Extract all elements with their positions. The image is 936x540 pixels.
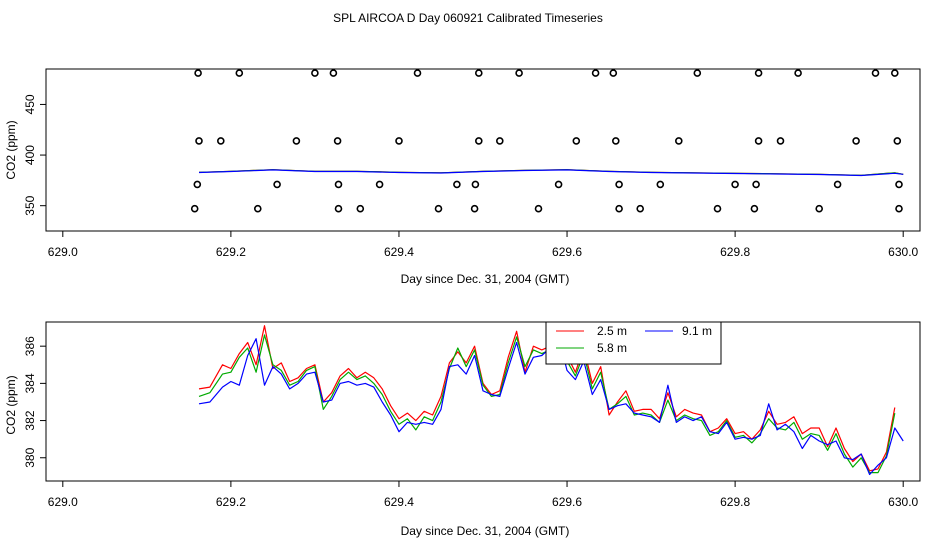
x-tick-label: 629.6 <box>552 495 582 509</box>
data-point-marker <box>193 180 202 189</box>
x-tick-label: 629.4 <box>384 495 414 509</box>
data-point-marker <box>591 69 600 77</box>
y-tick-label: 450 <box>23 94 37 114</box>
bottom-panel: 629.0 629.2 629.4 629.6 629.8 630.0 380 382 384… <box>4 321 921 538</box>
x-tick-label: 629.6 <box>552 245 582 259</box>
data-point-marker <box>615 204 623 213</box>
bottom-x-axis-label: Day since Dec. 31, 2004 (GMT) <box>401 524 570 538</box>
x-tick-label: 629.8 <box>720 245 750 259</box>
x-tick-label: 630.0 <box>888 495 918 509</box>
data-point-marker <box>752 180 760 189</box>
x-tick-label: 629.0 <box>48 495 78 509</box>
bottom-plot-frame <box>45 321 921 482</box>
data-point-marker <box>333 137 342 145</box>
data-point-marker <box>356 204 365 213</box>
data-point-marker <box>754 69 763 77</box>
legend-label-9-1m: 9.1 m <box>682 324 712 338</box>
data-point-marker <box>194 69 202 77</box>
x-tick-label: 629.4 <box>384 245 414 259</box>
data-point-marker <box>609 69 618 77</box>
data-point-marker <box>292 137 301 145</box>
data-point-marker <box>750 204 759 213</box>
data-point-marker <box>754 137 763 145</box>
data-point-marker <box>794 69 802 77</box>
x-tick-label: 629.0 <box>48 245 78 259</box>
data-point-marker <box>895 204 903 213</box>
bottom-x-axis: 629.0 629.2 629.4 629.6 629.8 630.0 <box>48 481 919 509</box>
x-tick-label: 629.2 <box>216 245 246 259</box>
top-x-axis-label: Day since Dec. 31, 2004 (GMT) <box>401 272 570 286</box>
top-series <box>198 169 904 177</box>
y-tick-label: 380 <box>23 447 37 467</box>
y-tick-label: 382 <box>23 410 37 430</box>
bottom-y-axis: 380 382 384 386 <box>23 336 46 468</box>
data-point-marker <box>311 69 319 77</box>
y-tick-label: 350 <box>23 195 37 215</box>
data-point-marker <box>395 137 403 145</box>
data-point-marker <box>776 137 785 145</box>
data-point-marker <box>470 204 479 213</box>
legend-box <box>545 321 722 365</box>
data-point-marker <box>852 137 860 145</box>
data-point-marker <box>554 180 563 189</box>
data-point-marker <box>674 137 683 145</box>
data-point-marker <box>495 137 504 145</box>
data-point-marker <box>334 204 343 213</box>
data-point-marker <box>235 69 244 77</box>
bottom-y-axis-label: CO2 (ppm) <box>4 375 18 434</box>
top-x-axis: 629.0 629.2 629.4 629.6 629.8 630.0 <box>48 231 919 259</box>
data-point-marker <box>474 69 483 77</box>
legend: 2.5 m 5.8 m 9.1 m <box>545 321 722 365</box>
top-panel: 629.0 629.2 629.4 629.6 629.8 630.0 350 400 450… <box>4 68 921 286</box>
data-point-marker <box>895 180 903 189</box>
legend-label-5-8m: 5.8 m <box>597 341 627 355</box>
data-point-marker <box>615 180 623 189</box>
data-point-marker <box>611 137 620 145</box>
data-point-marker <box>815 204 824 213</box>
data-point-marker <box>534 204 543 213</box>
data-point-marker <box>833 180 842 189</box>
data-point-marker <box>217 137 225 145</box>
data-point-marker <box>890 69 899 77</box>
y-tick-label: 386 <box>23 336 37 356</box>
data-point-marker <box>253 204 262 213</box>
legend-label-2-5m: 2.5 m <box>597 324 627 338</box>
x-tick-label: 629.8 <box>720 495 750 509</box>
series-line-2 <box>198 169 904 177</box>
top-plot-frame <box>45 68 921 232</box>
data-point-marker <box>273 180 281 189</box>
data-point-marker <box>636 204 645 213</box>
data-point-marker <box>413 69 422 77</box>
top-y-axis-label: CO2 (ppm) <box>4 120 18 179</box>
data-point-marker <box>693 69 702 77</box>
top-markers <box>190 69 903 213</box>
data-point-marker <box>190 204 199 213</box>
data-point-marker <box>474 137 483 145</box>
data-point-marker <box>572 137 581 145</box>
figure-title: SPL AIRCOA D Day 060921 Calibrated Times… <box>333 11 603 25</box>
data-point-marker <box>471 180 480 189</box>
data-point-marker <box>515 69 523 77</box>
data-point-marker <box>453 180 461 189</box>
y-tick-label: 384 <box>23 373 37 393</box>
data-point-marker <box>713 204 722 213</box>
y-tick-label: 400 <box>23 145 37 165</box>
x-tick-label: 629.2 <box>216 495 246 509</box>
data-point-marker <box>871 69 880 77</box>
data-point-marker <box>656 180 665 189</box>
data-point-marker <box>195 137 203 145</box>
top-y-axis: 350 400 450 <box>23 94 46 216</box>
data-point-marker <box>329 69 338 77</box>
data-point-marker <box>375 180 384 189</box>
data-point-marker <box>893 137 902 145</box>
data-point-marker <box>334 180 343 189</box>
data-point-marker <box>434 204 443 213</box>
data-point-marker <box>731 180 739 189</box>
x-tick-label: 630.0 <box>888 245 918 259</box>
